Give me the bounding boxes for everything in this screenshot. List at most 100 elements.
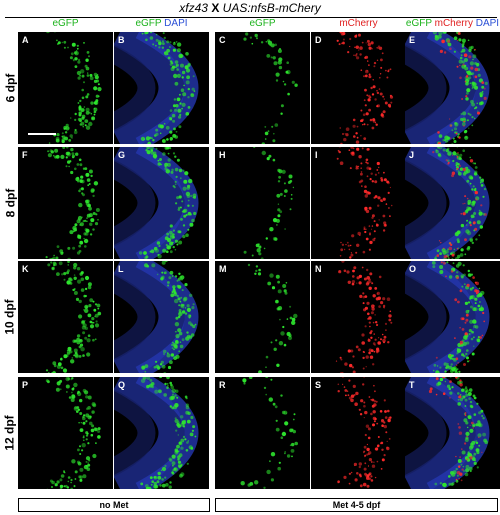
- egfp-cell: [69, 282, 73, 285]
- mcherry-cell: [363, 450, 366, 453]
- egfp-cell: [69, 160, 72, 163]
- mcherry-cell: [464, 442, 467, 445]
- mcherry-cell: [353, 135, 356, 138]
- egfp-cell: [468, 388, 473, 392]
- mcherry-cell: [389, 94, 392, 97]
- egfp-cell: [151, 263, 156, 268]
- egfp-cell: [278, 65, 283, 70]
- egfp-cell: [174, 66, 177, 69]
- egfp-cell: [170, 67, 175, 71]
- mcherry-cell: [369, 178, 372, 181]
- mcherry-cell: [364, 433, 367, 437]
- mcherry-cell: [349, 256, 352, 259]
- mcherry-cell: [364, 104, 367, 107]
- egfp-cell: [473, 212, 477, 215]
- egfp-cell: [473, 336, 475, 339]
- mcherry-cell: [443, 51, 447, 54]
- egfp-cell: [71, 391, 73, 394]
- micrograph-panel-Q: Q: [114, 377, 209, 489]
- egfp-cell: [80, 121, 85, 126]
- mcherry-cell: [386, 180, 389, 184]
- egfp-cell: [277, 168, 281, 172]
- egfp-cell: [79, 339, 82, 342]
- egfp-cell: [53, 155, 55, 157]
- egfp-cell: [186, 462, 189, 465]
- dapi-band: [114, 261, 185, 373]
- egfp-cell: [154, 134, 157, 137]
- mcherry-cell: [382, 304, 386, 308]
- egfp-cell: [437, 147, 440, 149]
- mcherry-cell: [366, 39, 370, 43]
- micrograph-image: [247, 263, 298, 373]
- mcherry-cell: [372, 321, 375, 324]
- egfp-cell: [283, 343, 287, 347]
- mcherry-cell: [466, 435, 468, 438]
- egfp-cell: [57, 43, 59, 45]
- egfp-cell: [176, 279, 179, 282]
- egfp-cell: [82, 331, 86, 335]
- mcherry-cell: [370, 479, 374, 482]
- egfp-cell: [73, 288, 76, 292]
- mcherry-cell: [384, 101, 388, 105]
- egfp-cell: [80, 179, 85, 184]
- mcherry-cell: [461, 98, 463, 100]
- mcherry-cell: [389, 68, 392, 71]
- egfp-cell: [74, 167, 77, 171]
- egfp-cell: [55, 138, 60, 143]
- mcherry-cell: [464, 412, 467, 414]
- egfp-cell: [88, 169, 93, 174]
- mcherry-cell: [366, 443, 368, 446]
- egfp-cell: [61, 138, 65, 142]
- mcherry-cell: [372, 85, 376, 89]
- egfp-cell: [85, 58, 89, 62]
- mcherry-cell: [464, 202, 466, 205]
- mcherry-cell: [354, 478, 358, 482]
- egfp-cell: [85, 95, 89, 99]
- egfp-cell: [94, 222, 99, 226]
- egfp-cell: [88, 206, 92, 211]
- egfp-cell: [436, 365, 439, 367]
- egfp-cell: [284, 421, 289, 426]
- egfp-cell: [79, 467, 84, 472]
- egfp-cell: [153, 484, 158, 489]
- egfp-cell: [465, 393, 469, 397]
- egfp-cell: [468, 329, 472, 333]
- egfp-cell: [282, 284, 287, 288]
- egfp-cell: [282, 325, 285, 329]
- egfp-cell: [85, 438, 88, 441]
- mcherry-cell: [355, 165, 358, 168]
- egfp-cell: [71, 357, 74, 359]
- egfp-cell: [279, 48, 281, 50]
- egfp-cell: [482, 417, 485, 420]
- mcherry-cell: [451, 154, 454, 156]
- micrograph-panel-H: H: [215, 147, 310, 259]
- egfp-cell: [174, 60, 179, 64]
- egfp-cell: [62, 368, 68, 373]
- egfp-cell: [473, 188, 477, 192]
- egfp-cell: [179, 177, 182, 180]
- egfp-cell: [284, 452, 286, 455]
- mcherry-cell: [349, 363, 353, 368]
- mcherry-cell: [361, 266, 364, 269]
- mcherry-cell: [357, 348, 361, 352]
- egfp-cell: [457, 162, 460, 166]
- egfp-cell: [464, 405, 467, 407]
- egfp-cell: [289, 316, 293, 320]
- egfp-cell: [50, 150, 54, 154]
- mcherry-cell: [348, 149, 351, 151]
- egfp-cell: [89, 298, 94, 303]
- egfp-cell: [463, 418, 468, 423]
- egfp-cell: [471, 352, 475, 356]
- egfp-cell: [88, 304, 92, 308]
- egfp-cell: [176, 68, 179, 71]
- egfp-cell: [78, 314, 83, 319]
- egfp-cell: [55, 256, 59, 259]
- egfp-cell: [178, 272, 181, 275]
- egfp-cell: [177, 277, 182, 281]
- mcherry-cell: [354, 402, 358, 406]
- mcherry-cell: [374, 390, 376, 393]
- egfp-cell: [476, 338, 480, 342]
- egfp-cell: [451, 472, 456, 477]
- egfp-cell: [167, 56, 171, 60]
- egfp-cell: [77, 279, 82, 284]
